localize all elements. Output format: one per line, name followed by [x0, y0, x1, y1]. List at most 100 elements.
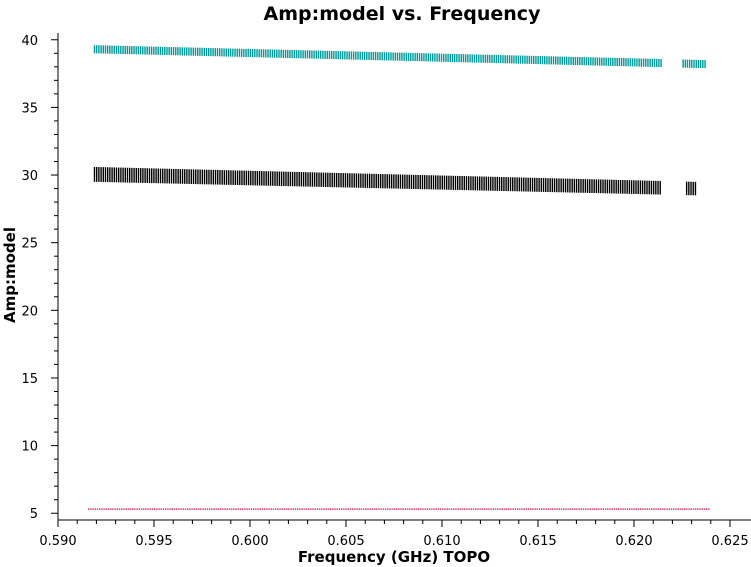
data-point: [360, 508, 363, 510]
data-point: [474, 176, 477, 191]
data-point: [543, 508, 545, 510]
data-point: [604, 179, 606, 194]
data-point: [120, 45, 122, 54]
data-point: [507, 177, 510, 192]
data-point: [538, 508, 541, 510]
data-point: [444, 508, 446, 510]
data-point: [453, 508, 455, 510]
data-point: [195, 169, 197, 185]
y-axis-label: Amp:model: [1, 227, 19, 323]
data-point: [508, 508, 510, 510]
data-point: [388, 174, 391, 189]
data-point: [333, 172, 336, 188]
data-point: [256, 170, 259, 186]
data-point: [672, 508, 675, 510]
data-point: [356, 508, 358, 510]
data-point: [311, 50, 313, 59]
data-point: [299, 508, 301, 510]
data-point: [159, 46, 162, 55]
data-point: [477, 508, 479, 510]
data-point: [483, 176, 485, 191]
data-point: [567, 178, 569, 193]
data-point: [134, 508, 136, 510]
data-point: [619, 179, 622, 194]
data-point: [582, 179, 584, 193]
data-point: [94, 508, 97, 510]
data-point: [391, 508, 393, 510]
data-point: [407, 52, 410, 61]
data-point: [313, 172, 316, 187]
data-point: [462, 54, 465, 63]
data-point: [620, 58, 623, 67]
data-point: [384, 508, 387, 510]
data-point: [494, 176, 496, 191]
data-point: [560, 178, 562, 193]
x-tick-label: 0.615: [519, 534, 556, 549]
data-point: [509, 177, 512, 192]
data-point: [357, 173, 360, 188]
data-point: [514, 177, 516, 192]
data-point: [124, 45, 126, 55]
data-point: [199, 47, 201, 56]
data-point: [105, 508, 108, 510]
data-point: [481, 176, 483, 191]
data-point: [155, 46, 157, 55]
data-point: [368, 51, 370, 60]
data-point: [345, 508, 347, 510]
data-point: [699, 508, 701, 510]
data-point: [100, 45, 102, 54]
data-point: [438, 53, 440, 62]
data-point: [106, 45, 109, 54]
data-point: [155, 168, 157, 184]
data-point: [184, 508, 187, 510]
data-point: [241, 170, 243, 186]
data-point: [111, 45, 113, 54]
data-point: [690, 181, 692, 196]
data-point: [552, 508, 554, 510]
y-tick-label: 25: [21, 237, 38, 252]
data-point: [371, 173, 373, 189]
data-point: [106, 167, 109, 183]
data-point: [624, 508, 627, 510]
data-point: [245, 170, 248, 186]
data-point: [702, 60, 704, 69]
data-point: [164, 46, 166, 56]
data-point: [126, 167, 129, 183]
data-point: [439, 508, 442, 510]
data-point: [93, 166, 96, 182]
data-point: [453, 53, 456, 63]
data-point: [300, 50, 302, 59]
data-point: [685, 181, 688, 196]
data-point: [338, 172, 340, 188]
data-point: [193, 508, 195, 510]
data-point: [405, 52, 408, 61]
data-point: [175, 168, 177, 184]
data-point: [110, 508, 112, 510]
data-point: [111, 167, 113, 183]
data-point: [688, 508, 690, 510]
data-point: [602, 179, 604, 194]
y-tick-label: 5: [30, 507, 38, 522]
data-point: [611, 508, 613, 510]
x-tick-label: 0.610: [423, 534, 460, 549]
data-point: [211, 508, 213, 510]
data-point: [188, 47, 190, 56]
data-point: [373, 173, 375, 189]
data-point: [113, 167, 115, 183]
data-point: [291, 171, 294, 187]
data-point: [147, 508, 149, 510]
data-point: [623, 58, 625, 67]
data-point: [371, 508, 374, 510]
data-point: [688, 181, 690, 196]
data-point: [146, 168, 149, 183]
data-point: [656, 58, 658, 67]
data-point: [339, 51, 342, 60]
data-point: [573, 178, 576, 193]
data-point: [313, 50, 315, 59]
data-point: [100, 167, 102, 182]
data-point: [498, 176, 501, 191]
data-point: [117, 45, 120, 54]
data-point: [452, 175, 454, 190]
data-point: [492, 508, 495, 510]
data-point: [385, 52, 388, 61]
